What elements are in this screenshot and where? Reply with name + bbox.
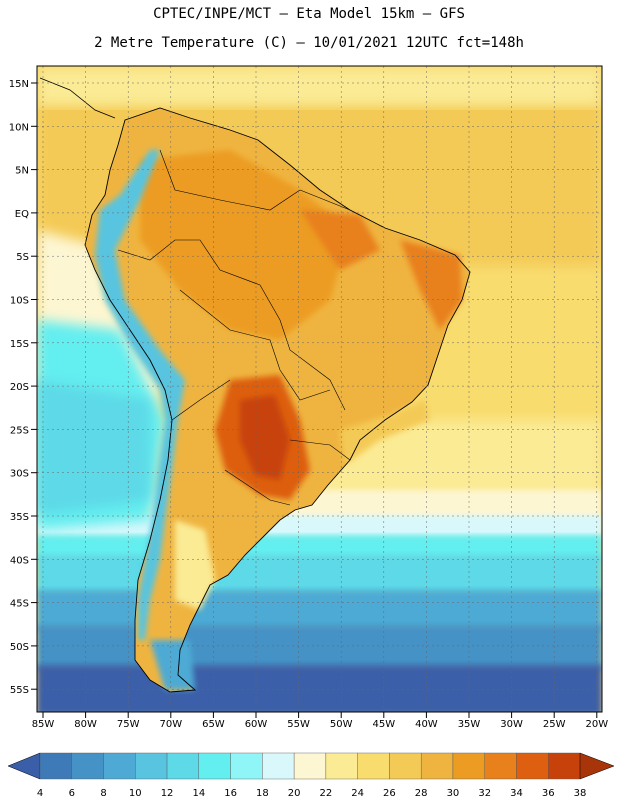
colorbar-tick-label: 38 bbox=[574, 788, 587, 799]
colorbar-swatch bbox=[262, 752, 295, 780]
colorbar-tick-label: 26 bbox=[383, 788, 396, 799]
colorbar-tick-label: 16 bbox=[224, 788, 237, 799]
colorbar-tick-labels: 4 6 8 10 12 14 16 18 20 22 24 26 28 30 32 34 36 38 bbox=[37, 788, 587, 799]
colorbar-swatch bbox=[548, 752, 581, 780]
lat-label: 35S bbox=[10, 512, 29, 523]
lon-label: 85W bbox=[32, 719, 55, 730]
colorbar-tick-label: 28 bbox=[415, 788, 428, 799]
colorbar-tick-label: 30 bbox=[447, 788, 460, 799]
lat-label: 10N bbox=[9, 122, 29, 133]
colorbar-tick-label: 22 bbox=[320, 788, 333, 799]
colorbar-tick-label: 20 bbox=[288, 788, 301, 799]
lat-label: 15S bbox=[10, 339, 29, 350]
colorbar-tick-label: 12 bbox=[161, 788, 174, 799]
colorbar-tick-label: 4 bbox=[37, 788, 43, 799]
longitude-labels: 85W 80W 75W 70W 65W 60W 55W 50W 45W 40W 35W 30W 25W 2… bbox=[32, 712, 608, 730]
colorbar-swatch bbox=[39, 752, 72, 780]
lat-label: 15N bbox=[9, 79, 29, 90]
lon-label: 25W bbox=[543, 719, 566, 730]
colorbar-tick-label: 6 bbox=[69, 788, 75, 799]
colorbar-swatch bbox=[166, 752, 200, 780]
lon-label: 50W bbox=[330, 719, 353, 730]
colorbar-tick-label: 8 bbox=[100, 788, 106, 799]
lon-label: 45W bbox=[372, 719, 395, 730]
lon-label: 55W bbox=[287, 719, 310, 730]
lon-label: 40W bbox=[415, 719, 438, 730]
colorbar-swatch bbox=[103, 752, 136, 780]
colorbar-arrow-high bbox=[579, 752, 615, 780]
colorbar-swatch bbox=[484, 752, 517, 780]
lon-label: 35W bbox=[458, 719, 481, 730]
lat-label: 30S bbox=[10, 469, 29, 480]
andes-cold-strip bbox=[95, 150, 185, 640]
lat-label: 40S bbox=[10, 555, 29, 566]
colorbar-tick-label: 36 bbox=[542, 788, 555, 799]
lat-label: 25S bbox=[10, 425, 29, 436]
lon-label: 30W bbox=[500, 719, 523, 730]
lat-label: 5S bbox=[16, 252, 29, 263]
colorbar bbox=[7, 752, 615, 780]
colorbar-swatch bbox=[198, 752, 231, 780]
lat-label: 10S bbox=[10, 296, 29, 307]
colorbar-swatch bbox=[71, 752, 104, 780]
map-frame bbox=[36, 65, 603, 713]
colorbar-tick-label: 10 bbox=[129, 788, 142, 799]
lat-label: 20S bbox=[10, 382, 29, 393]
lat-label: 55S bbox=[10, 685, 29, 696]
colorbar-swatch bbox=[325, 752, 358, 780]
colorbar-tick-label: 32 bbox=[478, 788, 491, 799]
colorbar-tick-label: 24 bbox=[351, 788, 364, 799]
coastline bbox=[84, 107, 471, 693]
colorbar-tick-label: 18 bbox=[256, 788, 269, 799]
colorbar-swatch bbox=[420, 752, 454, 780]
lon-label: 20W bbox=[585, 719, 608, 730]
colorbar-swatch bbox=[135, 752, 168, 780]
map-title-line-2: 2 Metre Temperature (C) – 10/01/2021 12U… bbox=[94, 35, 524, 51]
country-borders bbox=[117, 149, 351, 506]
temperature-field bbox=[37, 66, 602, 712]
colorbar-tick-label: 14 bbox=[192, 788, 205, 799]
colorbar-swatch bbox=[230, 752, 263, 780]
latitude-labels: 15N 10N 5N EQ 5S 10S 15S 20S 25S 30S 35S 40S 45S 50S 5… bbox=[9, 79, 37, 696]
colorbar-swatch bbox=[389, 752, 422, 780]
colorbar-swatch bbox=[516, 752, 549, 780]
lon-label: 65W bbox=[202, 719, 225, 730]
lon-label: 60W bbox=[245, 719, 268, 730]
lat-label: EQ bbox=[15, 209, 29, 220]
colorbar-arrow-low bbox=[7, 752, 41, 780]
lon-label: 80W bbox=[74, 719, 97, 730]
lon-label: 70W bbox=[159, 719, 182, 730]
colorbar-swatch bbox=[293, 752, 327, 780]
map-title-line-1: CPTEC/INPE/MCT – Eta Model 15km – GFS bbox=[153, 6, 465, 22]
lat-label: 45S bbox=[10, 599, 29, 610]
lat-label: 50S bbox=[10, 642, 29, 653]
colorbar-swatch bbox=[357, 752, 390, 780]
colorbar-tick-label: 34 bbox=[510, 788, 523, 799]
lon-label: 75W bbox=[117, 719, 140, 730]
colorbar-swatch bbox=[452, 752, 485, 780]
lat-lon-grid bbox=[37, 66, 602, 712]
lat-label: 5N bbox=[15, 166, 29, 177]
